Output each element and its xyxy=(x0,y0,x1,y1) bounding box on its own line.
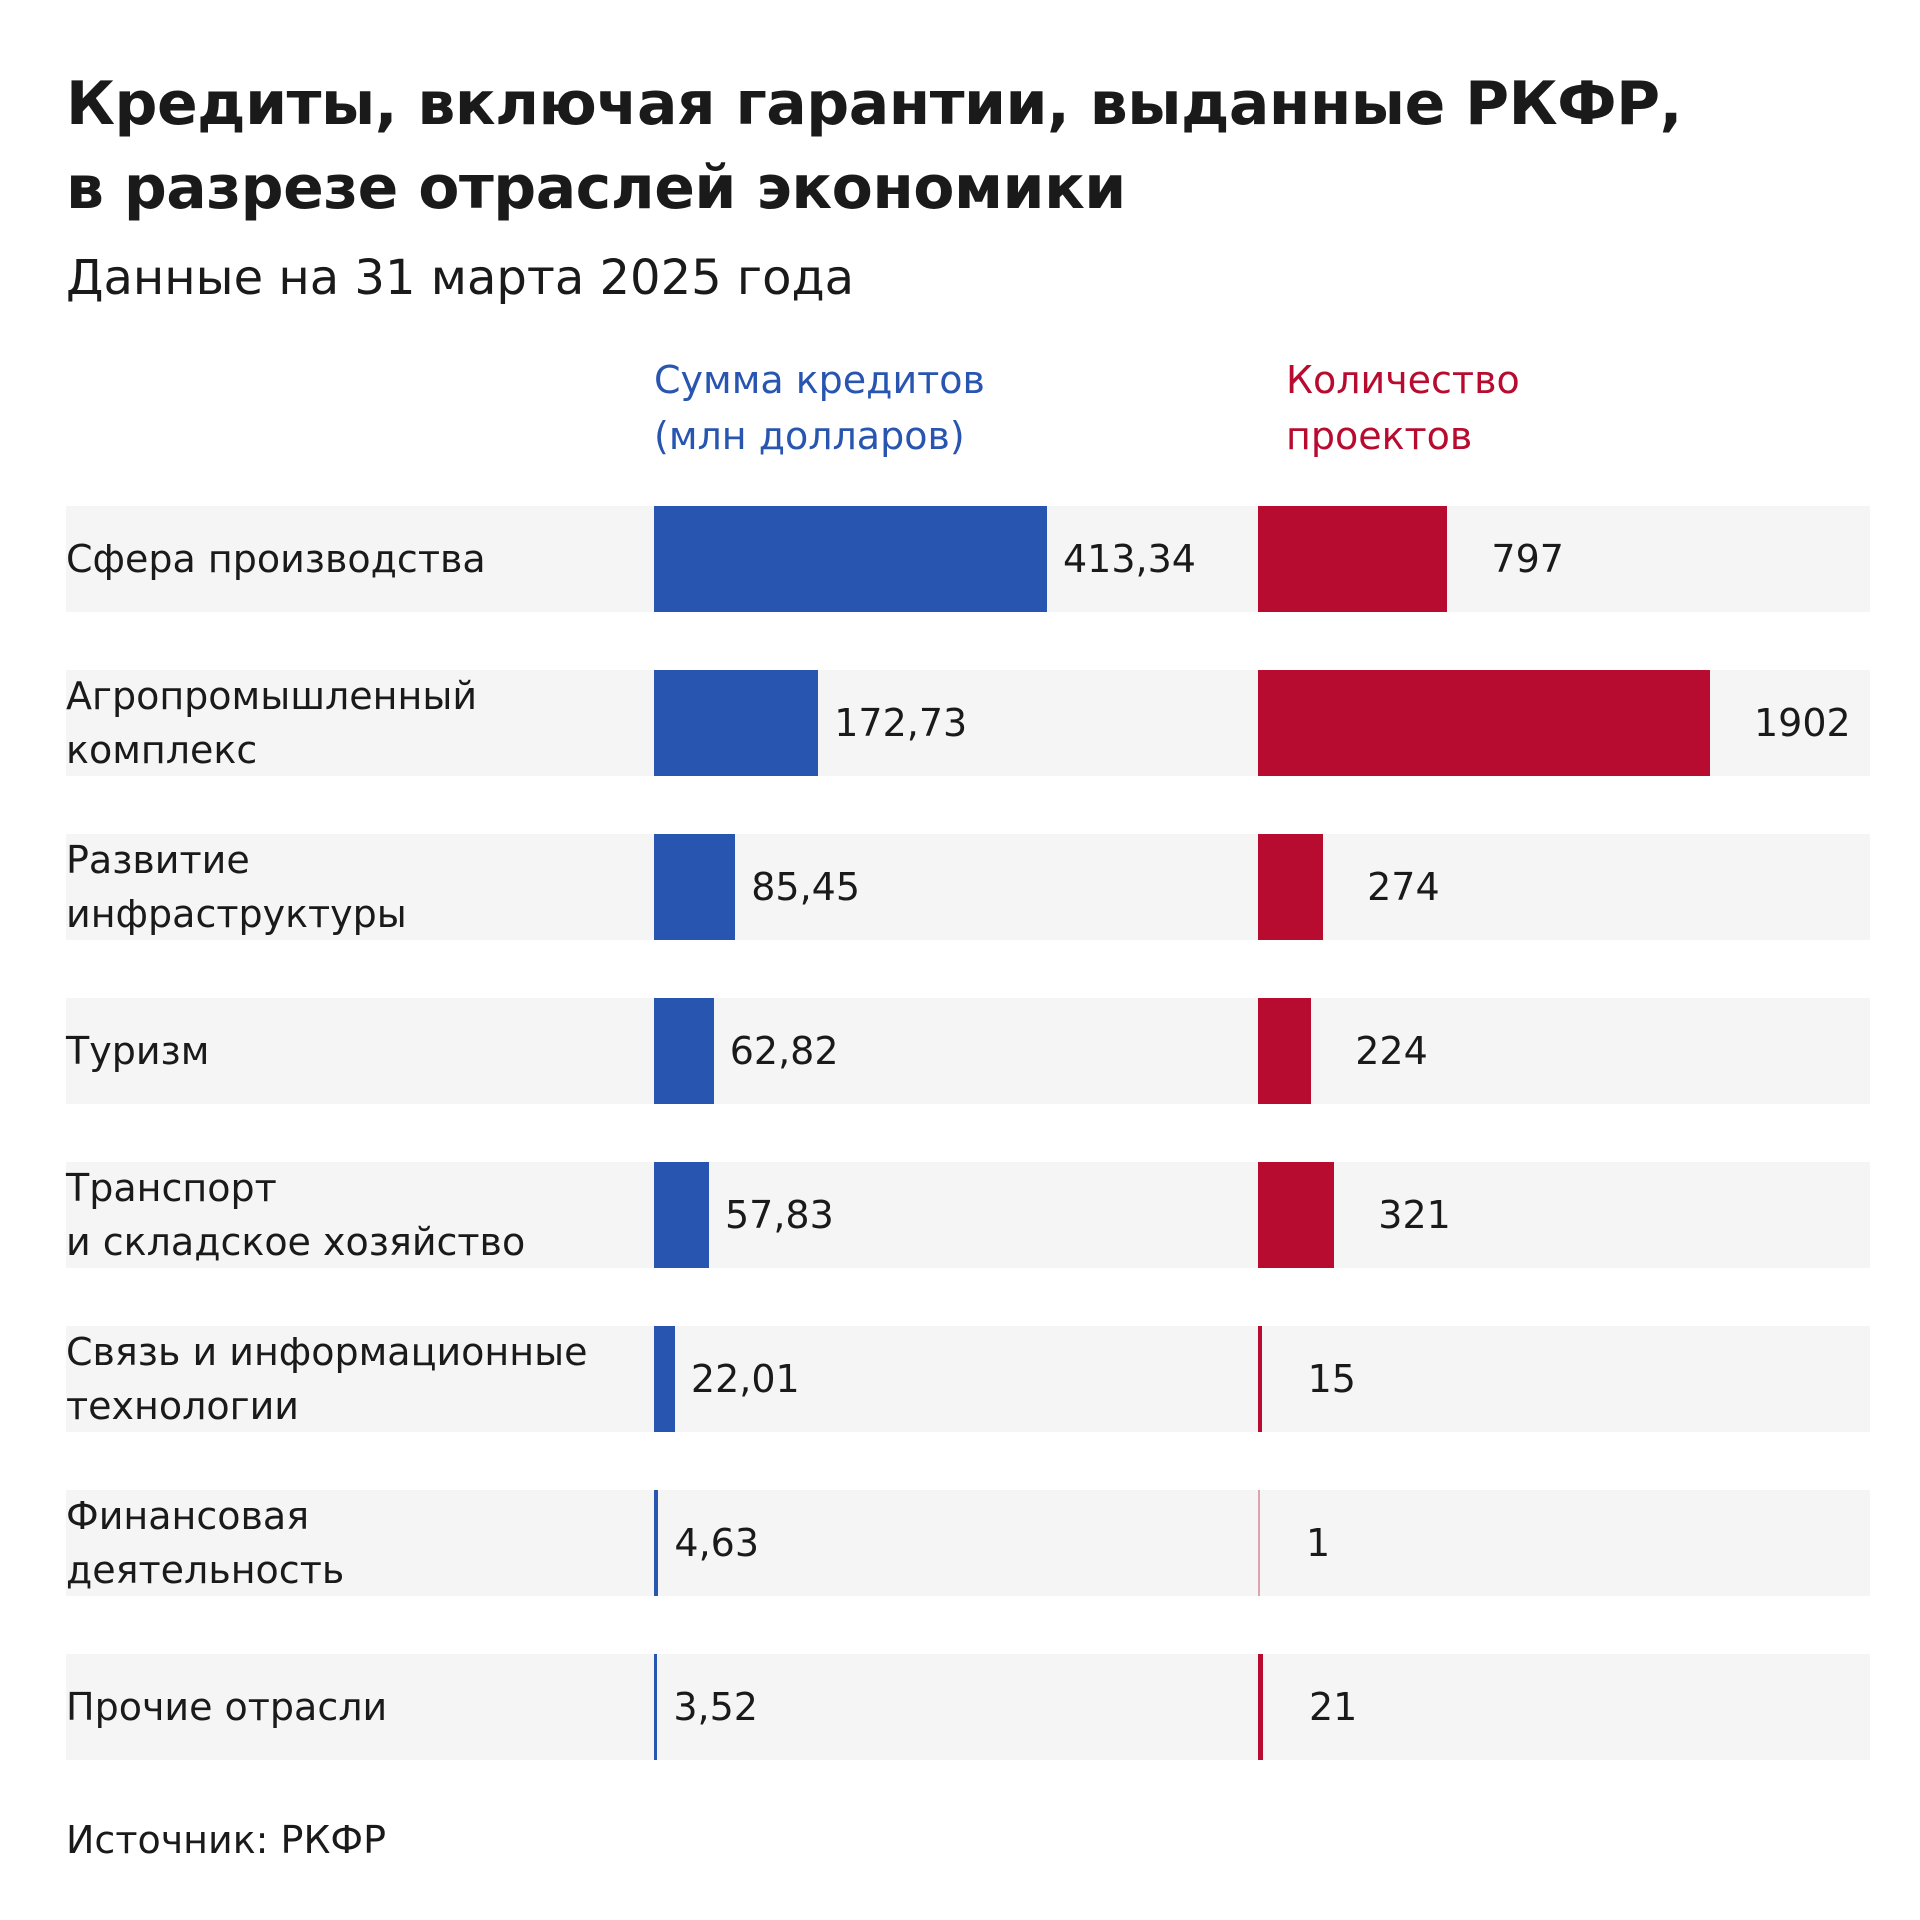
category-label-line: деятельность xyxy=(66,1548,345,1592)
bar-loan-sum xyxy=(654,834,736,940)
category-label: Агропромышленный комплекс xyxy=(66,670,646,776)
bar-loan-sum xyxy=(654,670,819,776)
bar-loan-sum xyxy=(654,1490,659,1596)
value-label-loan-sum: 57,83 xyxy=(724,1193,834,1237)
category-label: Развитие инфраструктуры xyxy=(66,834,646,940)
value-label-project-count: 1 xyxy=(1306,1521,1331,1565)
category-label-line: Агропромышленный xyxy=(66,674,478,718)
value-label-project-count: 21 xyxy=(1308,1685,1358,1729)
chart-row: Финансовая деятельность 4,63 1 xyxy=(66,1490,1870,1596)
category-label: Туризм xyxy=(66,998,646,1104)
bar-project-count xyxy=(1258,998,1312,1104)
category-label: Связь и информационные технологии xyxy=(66,1326,646,1432)
value-label-loan-sum: 413,34 xyxy=(1063,537,1196,581)
value-label-project-count: 274 xyxy=(1367,865,1440,909)
value-label-loan-sum: 85,45 xyxy=(751,865,861,909)
bar-loan-sum xyxy=(654,1162,709,1268)
value-label-project-count: 797 xyxy=(1491,537,1564,581)
category-label-line: инфраструктуры xyxy=(66,892,407,936)
value-label-loan-sum: 22,01 xyxy=(690,1357,800,1401)
category-label-line: Развитие xyxy=(66,838,250,882)
value-label-project-count: 15 xyxy=(1307,1357,1356,1401)
category-label-line: Туризм xyxy=(66,1029,210,1073)
chart-title: Кредиты, включая гарантии, выданные РКФР… xyxy=(66,62,1846,230)
chart-row: Транспорт и складское хозяйство 57,83 321 xyxy=(66,1162,1870,1268)
bar-project-count xyxy=(1258,1326,1262,1432)
chart-row: Связь и информационные технологии 22,01 15 xyxy=(66,1326,1870,1432)
value-label-project-count: 1902 xyxy=(1754,701,1851,745)
chart-row: Агропромышленный комплекс 172,73 1902 xyxy=(66,670,1870,776)
category-label: Прочие отрасли xyxy=(66,1654,646,1760)
bar-project-count xyxy=(1258,1162,1335,1268)
bar-project-count xyxy=(1258,670,1710,776)
chart-title-line-1: Кредиты, включая гарантии, выданные РКФР… xyxy=(66,69,1682,139)
category-label-line: Транспорт xyxy=(66,1166,277,1210)
category-label-line: технологии xyxy=(66,1384,299,1428)
bar-loan-sum xyxy=(654,1326,675,1432)
bar-loan-sum xyxy=(654,506,1047,612)
chart-row: Развитие инфраструктуры 85,45 274 xyxy=(66,834,1870,940)
bar-project-count xyxy=(1258,834,1324,940)
value-label-loan-sum: 62,82 xyxy=(729,1029,839,1073)
bar-project-count xyxy=(1258,1654,1263,1760)
category-label-line: Связь и информационные xyxy=(66,1330,588,1374)
category-label: Финансовая деятельность xyxy=(66,1490,646,1596)
value-label-loan-sum: 4,63 xyxy=(674,1521,759,1565)
bar-loan-sum xyxy=(654,1654,658,1760)
bar-loan-sum xyxy=(654,998,714,1104)
legend-count-line-1: Количество xyxy=(1286,358,1520,402)
category-label-line: Финансовая xyxy=(66,1494,310,1538)
category-label: Сфера производства xyxy=(66,506,646,612)
value-label-project-count: 321 xyxy=(1378,1193,1451,1237)
legend-sum-header: Сумма кредитов (млн долларов) xyxy=(654,352,1074,464)
category-label-line: Сфера производства xyxy=(66,537,486,581)
chart-row: Туризм 62,82 224 xyxy=(66,998,1870,1104)
chart-row: Прочие отрасли 3,52 21 xyxy=(66,1654,1870,1760)
value-label-loan-sum: 3,52 xyxy=(673,1685,758,1729)
legend-count-header: Количество проектов xyxy=(1286,352,1706,464)
legend-count-line-2: проектов xyxy=(1286,414,1473,458)
legend-sum-line-2: (млн долларов) xyxy=(654,414,965,458)
source-note: Источник: РКФР xyxy=(66,1818,387,1862)
chart-title-line-2: в разрезе отраслей экономики xyxy=(66,153,1126,223)
category-label: Транспорт и складское хозяйство xyxy=(66,1162,646,1268)
bar-project-count xyxy=(1258,506,1448,612)
category-label-line: и складское хозяйство xyxy=(66,1220,526,1264)
chart-row: Сфера производства 413,34 797 xyxy=(66,506,1870,612)
chart-subtitle: Данные на 31 марта 2025 года xyxy=(66,250,855,306)
category-label-line: комплекс xyxy=(66,728,258,772)
bar-project-count xyxy=(1258,1490,1260,1596)
category-label-line: Прочие отрасли xyxy=(66,1685,388,1729)
value-label-loan-sum: 172,73 xyxy=(834,701,968,745)
legend-sum-line-1: Сумма кредитов xyxy=(654,358,985,402)
value-label-project-count: 224 xyxy=(1355,1029,1428,1073)
